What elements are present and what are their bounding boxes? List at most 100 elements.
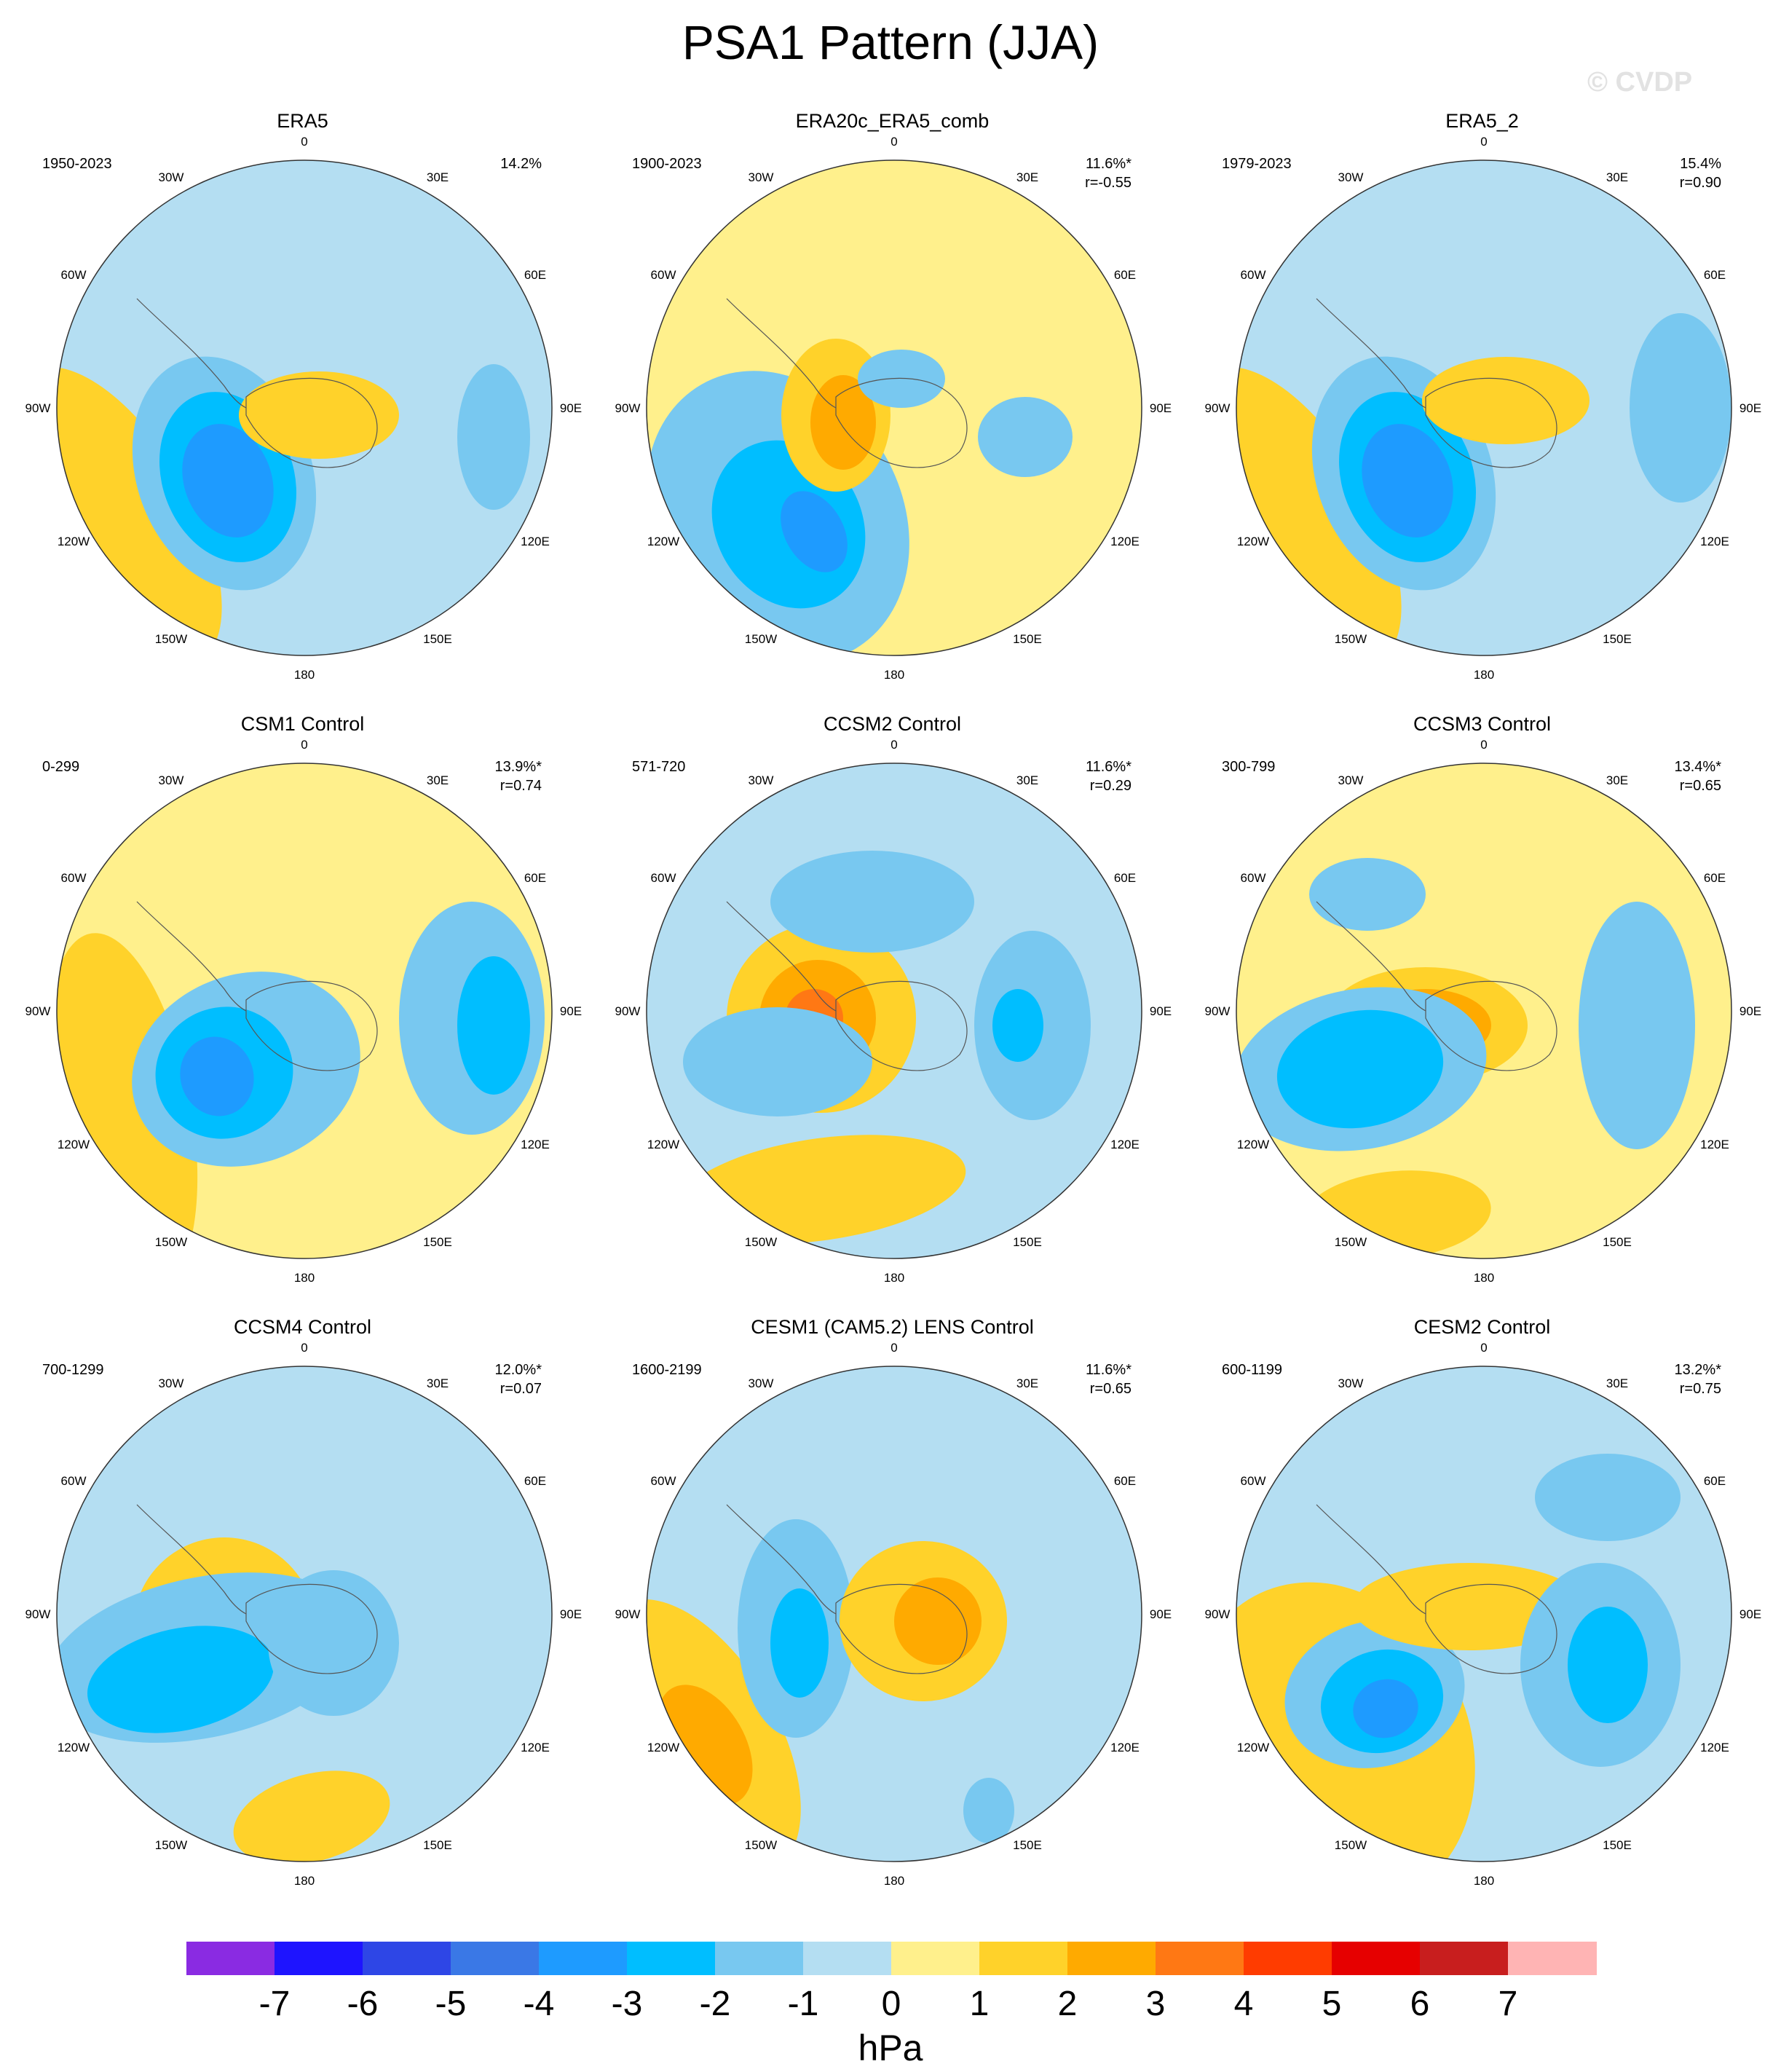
- longitude-label: 90W: [615, 1004, 641, 1018]
- colorbar-tick-label: 6: [1410, 1985, 1430, 2023]
- south-america-coastline: [1316, 901, 1426, 1012]
- anomaly-contour: [457, 364, 530, 510]
- longitude-label: 0: [301, 738, 307, 752]
- longitude-label: 180: [294, 1874, 315, 1888]
- longitude-label: 60E: [524, 871, 546, 885]
- panel-pattern-correlation: r=0.90: [1679, 175, 1721, 191]
- longitude-label: 30W: [1338, 773, 1364, 787]
- anomaly-contour: [57, 367, 222, 655]
- antarctica-coastline: [1425, 980, 1557, 1071]
- longitude-label: 0: [890, 1341, 897, 1355]
- longitude-label: 120E: [1700, 535, 1729, 548]
- panel-period: 1900-2023: [632, 156, 702, 172]
- south-america-coastline: [136, 901, 247, 1012]
- longitude-label: 150W: [155, 632, 187, 646]
- longitude-label: 90E: [1150, 401, 1172, 415]
- longitude-label: 120W: [647, 1741, 679, 1754]
- anomaly-contour: [233, 1770, 390, 1862]
- antarctica-coastline: [835, 377, 968, 468]
- panel-variance-explained: 13.2%*: [1674, 1362, 1722, 1378]
- map-panel-ccsm2-control: CCSM2 Control 571-720 11.6%* r=0.29 0 30E 60E 9…: [596, 712, 1189, 1317]
- panel-title: ERA5: [277, 110, 328, 132]
- panel-period: 0-299: [42, 759, 80, 775]
- colorbar-tick-label: -6: [347, 1985, 379, 2023]
- longitude-label: 180: [294, 1271, 315, 1285]
- map-boundary: [56, 1366, 553, 1862]
- colorbar-swatch: [1067, 1942, 1156, 1975]
- longitude-label: 90E: [1150, 1607, 1172, 1621]
- colorbar-tick-label: 1: [969, 1985, 990, 2023]
- panel-period: 1950-2023: [42, 156, 112, 172]
- colorbar-swatch: [1508, 1942, 1597, 1975]
- polar-map: 0 30E 60E 90E 120E 150E 180 150W 120W 90W 60W 30W: [1205, 135, 1762, 682]
- longitude-label: 120E: [1110, 1138, 1140, 1151]
- longitude-label: 120E: [1110, 535, 1140, 548]
- polar-map: 0 30E 60E 90E 120E 150E 180 150W 120W 90W 60W 30W: [615, 1341, 1172, 1888]
- longitude-label: 0: [890, 135, 897, 149]
- colorbar: [186, 1942, 1597, 1975]
- longitude-label: 150E: [1013, 1235, 1042, 1249]
- antarctica-coastline: [1425, 377, 1557, 468]
- longitude-label: 120E: [521, 1741, 550, 1754]
- longitude-label: 120W: [1237, 535, 1269, 548]
- longitude-label: 30W: [1338, 170, 1364, 184]
- colorbar-tick-label: -3: [611, 1985, 643, 2023]
- anomaly-contour: [683, 1007, 872, 1116]
- longitude-label: 90E: [560, 401, 582, 415]
- map-boundary: [646, 763, 1142, 1259]
- panel-variance-explained: 11.6%*: [1085, 759, 1132, 775]
- colorbar-tick-label: 5: [1322, 1985, 1342, 2023]
- longitude-label: 150W: [155, 1838, 187, 1852]
- longitude-label: 60E: [1114, 871, 1136, 885]
- panel-variance-explained: 11.6%*: [1085, 156, 1132, 172]
- colorbar-swatch: [979, 1942, 1068, 1975]
- colorbar-swatch: [451, 1942, 540, 1975]
- colorbar-tick-label: 4: [1233, 1985, 1254, 2023]
- anomaly-contour: [1353, 1679, 1418, 1738]
- longitude-label: 90W: [615, 401, 641, 415]
- colorbar-swatch: [186, 1942, 275, 1975]
- longitude-label: 30E: [427, 773, 449, 787]
- map-panel-era20c-era5-comb: ERA20c_ERA5_comb 1900-2023 11.6%* r=-0.55 0 3…: [596, 109, 1189, 714]
- anomaly-contour: [87, 1626, 274, 1733]
- longitude-label: 150E: [423, 1235, 452, 1249]
- polar-map: 0 30E 60E 90E 120E 150E 180 150W 120W 90W 60W 30W: [615, 135, 1172, 682]
- south-america-coastline: [726, 1504, 837, 1615]
- panel-variance-explained: 15.4%: [1680, 156, 1721, 172]
- map-panel-cesm1-lens-control: CESM1 (CAM5.2) LENS Control 1600-2199 11.6…: [596, 1315, 1189, 1920]
- anomaly-contour: [1630, 313, 1731, 503]
- polar-map: 0 30E 60E 90E 120E 150E 180 150W 120W 90W 60W 30W: [25, 1341, 583, 1888]
- longitude-label: 150W: [745, 1235, 777, 1249]
- longitude-label: 180: [884, 1874, 904, 1888]
- panel-title: ERA5_2: [1445, 110, 1519, 132]
- longitude-label: 60W: [1241, 268, 1266, 282]
- anomaly-contour: [457, 956, 530, 1095]
- longitude-label: 150E: [1603, 1838, 1632, 1852]
- colorbar-swatch: [363, 1942, 451, 1975]
- longitude-label: 150E: [1603, 632, 1632, 646]
- panel-title: CSM1 Control: [240, 713, 365, 735]
- longitude-label: 30W: [749, 773, 774, 787]
- antarctica-coastline: [1425, 1583, 1557, 1674]
- polar-map: 0 30E 60E 90E 120E 150E 180 150W 120W 90W 60W 30W: [25, 738, 583, 1285]
- longitude-label: 120W: [647, 535, 679, 548]
- longitude-label: 60E: [524, 268, 546, 282]
- longitude-label: 150E: [1013, 1838, 1042, 1852]
- colorbar-swatch: [1244, 1942, 1332, 1975]
- colorbar-swatch: [715, 1942, 804, 1975]
- longitude-label: 90W: [25, 1607, 51, 1621]
- anomaly-contour: [268, 1570, 399, 1716]
- map-panel-ccsm3-control: CCSM3 Control 300-799 13.4%* r=0.65 0 30E 60E 9…: [1185, 712, 1779, 1317]
- longitude-label: 90W: [1205, 401, 1231, 415]
- longitude-label: 30E: [427, 170, 449, 184]
- longitude-label: 60E: [1704, 1474, 1726, 1488]
- south-america-coastline: [726, 901, 837, 1012]
- anomaly-contour: [770, 1588, 829, 1698]
- longitude-label: 150W: [745, 632, 777, 646]
- longitude-label: 150W: [1335, 632, 1367, 646]
- anomaly-contour: [1579, 902, 1695, 1149]
- panel-title: CCSM3 Control: [1413, 713, 1552, 735]
- colorbar-tick-label: -5: [435, 1985, 467, 2023]
- longitude-label: 150E: [423, 1838, 452, 1852]
- anomaly-contour: [1276, 1009, 1444, 1129]
